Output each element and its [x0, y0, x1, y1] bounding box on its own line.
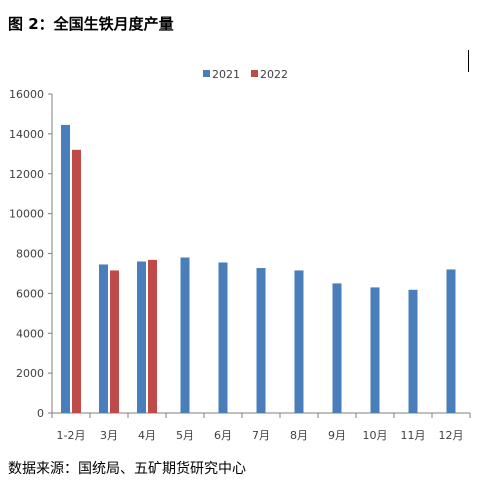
- y-tick-label: 16000: [9, 88, 44, 101]
- bar-2021-0: [61, 124, 70, 413]
- bar-2022-2: [148, 259, 157, 413]
- x-tick-label: 9月: [328, 429, 346, 442]
- bar-2022-1: [110, 270, 119, 413]
- bar-2021-8: [370, 287, 380, 413]
- x-tick-label: 10月: [363, 429, 388, 442]
- y-tick-label: 6000: [16, 287, 44, 300]
- data-source-note: 数据来源：国统局、五矿期货研究中心: [8, 461, 246, 477]
- x-tick-label: 7月: [252, 429, 270, 442]
- bar-2021-5: [256, 268, 266, 413]
- x-tick-label: 11月: [401, 429, 426, 442]
- bar-2021-1: [99, 264, 108, 413]
- x-axis-labels: 1-2月 3月 4月 5月 6月 7月 8月 9月 10月 11月 12月: [51, 413, 471, 442]
- legend-swatch-2022: [251, 70, 258, 77]
- y-tick-label: 14000: [9, 128, 44, 141]
- y-tick-label: 0: [37, 407, 44, 420]
- x-tick-label: 12月: [439, 429, 464, 442]
- y-tick-label: 2000: [16, 367, 44, 380]
- bar-2021-2: [137, 261, 146, 413]
- bar-2022-0: [72, 149, 81, 413]
- y-tick-label: 12000: [9, 168, 44, 181]
- legend-swatch-2021: [203, 70, 210, 77]
- bar-chart: 2021 2022 0 2000 4000 6000 8000 10000 12000 1400…: [9, 68, 471, 442]
- x-tick-label: 8月: [290, 429, 308, 442]
- legend: 2021 2022: [203, 68, 288, 81]
- bar-2021-10: [446, 269, 456, 413]
- x-tick-label: 6月: [214, 429, 232, 442]
- bar-2021-3: [180, 257, 190, 413]
- y-tick-label: 8000: [16, 248, 44, 261]
- x-tick-label: 3月: [100, 429, 118, 442]
- text-cursor: [468, 50, 469, 72]
- bar-2021-7: [332, 283, 342, 413]
- bar-2021-4: [218, 262, 228, 413]
- bar-2021-9: [408, 289, 418, 413]
- y-axis-ticks: 0 2000 4000 6000 8000 10000 12000 14000 16000: [9, 88, 52, 420]
- x-tick-label: 1-2月: [57, 429, 86, 442]
- y-tick-label: 10000: [9, 208, 44, 221]
- chart-title: 图 2：全国生铁月度产量: [8, 15, 174, 33]
- bars: [61, 124, 456, 413]
- bar-2021-6: [294, 270, 304, 413]
- legend-label: 2022: [260, 68, 288, 81]
- x-tick-label: 5月: [176, 429, 194, 442]
- x-tick-label: 4月: [138, 429, 156, 442]
- legend-label: 2021: [212, 68, 240, 81]
- y-tick-label: 4000: [16, 327, 44, 340]
